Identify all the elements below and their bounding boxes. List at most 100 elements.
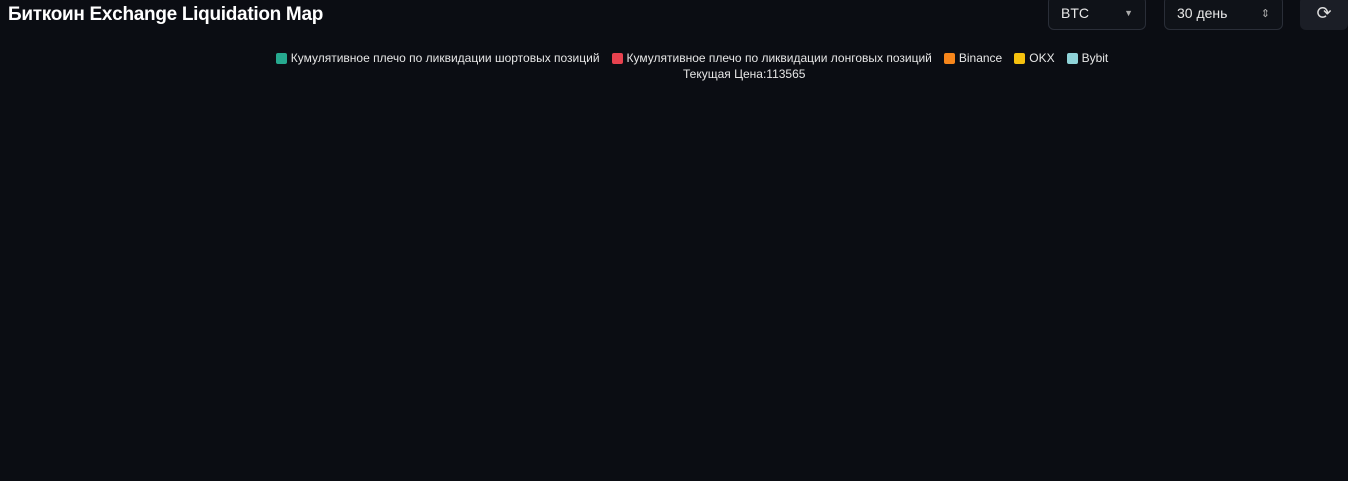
bar-binance <box>713 381 718 385</box>
bar-binance <box>806 362 811 385</box>
bar-binance <box>949 337 954 385</box>
bar-okx <box>795 351 800 360</box>
bar-binance <box>620 376 625 385</box>
bar-bybit <box>411 334 416 352</box>
bar-bybit <box>362 368 367 374</box>
bar-binance <box>768 315 773 385</box>
bar-bybit <box>153 382 158 384</box>
bar-binance <box>1196 383 1201 385</box>
bar-okx <box>203 376 207 379</box>
symbol-select[interactable]: BTC ▼ <box>1048 0 1146 30</box>
legend-item-okx[interactable]: OKX <box>1014 51 1055 65</box>
bar-bybit <box>1125 380 1130 383</box>
bar-okx <box>713 379 718 382</box>
bar-bybit <box>257 376 262 379</box>
bar-bybit <box>1053 381 1058 383</box>
bar-binance <box>164 383 169 385</box>
bar-binance <box>120 383 125 385</box>
bar-binance <box>1037 361 1042 385</box>
bar-binance <box>795 359 800 385</box>
bar-binance <box>729 381 734 385</box>
legend-label: Bybit <box>1081 51 1109 65</box>
bar-binance <box>998 370 1003 385</box>
bar-bybit <box>1256 379 1261 382</box>
bar-binance <box>109 381 114 385</box>
legend-item-long-cum[interactable]: Кумулятивное плечо по ликвидации лонговы… <box>611 51 932 65</box>
cumulative-long-line <box>98 112 733 386</box>
bar-okx <box>1086 381 1091 383</box>
bar-okx <box>1031 366 1036 372</box>
bar-okx <box>900 293 905 317</box>
bar-bybit <box>916 353 921 364</box>
bar-bybit <box>631 353 636 364</box>
bar-bybit <box>356 363 361 371</box>
bar-bybit <box>109 377 114 380</box>
bar-okx <box>965 344 970 355</box>
bar-bybit <box>422 370 427 376</box>
bar-bybit <box>729 377 734 380</box>
bar-bybit <box>883 222 888 277</box>
bar-bybit <box>971 339 976 355</box>
refresh-icon: ⟳ <box>1316 2 1332 23</box>
bar-bybit <box>1251 382 1256 384</box>
bar-binance <box>197 380 202 385</box>
bar-binance <box>1048 382 1053 385</box>
bar-okx <box>653 369 658 374</box>
bar-bybit <box>779 347 784 360</box>
bar-okx <box>729 379 734 382</box>
bar-binance <box>856 359 861 385</box>
bar-bybit <box>521 114 526 199</box>
bar-okx <box>609 270 614 300</box>
legend-item-short-cum[interactable]: Кумулятивное плечо по ликвидации шортовы… <box>275 51 600 65</box>
bar-bybit <box>911 266 915 306</box>
bar-okx <box>219 381 224 383</box>
bar-bybit <box>340 381 345 383</box>
bar-okx <box>987 372 992 376</box>
bar-binance <box>1042 376 1047 385</box>
bar-okx <box>400 377 405 380</box>
bar-bybit <box>384 365 389 372</box>
bar-okx <box>1185 382 1190 384</box>
bar-binance <box>987 375 992 385</box>
bar-okx <box>1108 381 1113 383</box>
bar-bybit <box>482 285 487 319</box>
x-tick-label: 106036 <box>408 393 445 405</box>
bar-binance <box>433 376 438 385</box>
y-right-tick-label: 12.00B <box>1290 108 1325 120</box>
bar-binance <box>900 316 905 385</box>
legend-item-binance[interactable]: Binance <box>943 51 1002 65</box>
bar-okx <box>208 381 213 383</box>
zoom-handle-right[interactable] <box>1276 428 1288 446</box>
bar-okx <box>461 382 465 383</box>
bar-bybit <box>296 374 301 379</box>
bar-binance <box>329 379 334 385</box>
refresh-button[interactable]: ⟳ <box>1300 0 1348 30</box>
bar-binance <box>395 381 400 385</box>
bar-bybit <box>998 356 1003 366</box>
bar-bybit <box>795 335 800 352</box>
bar-binance <box>98 383 103 385</box>
bar-okx <box>444 382 449 383</box>
bar-okx <box>949 320 954 338</box>
bar-binance <box>312 379 317 385</box>
bar-okx <box>823 300 828 323</box>
zoom-handle-left[interactable] <box>92 428 104 446</box>
bar-binance <box>943 353 948 385</box>
bar-bybit <box>872 259 877 301</box>
bar-okx <box>422 375 427 378</box>
bar-binance <box>1114 383 1119 385</box>
bar-bybit <box>1196 382 1201 384</box>
bar-binance <box>301 381 306 385</box>
bar-bybit <box>790 339 795 355</box>
bar-bybit <box>312 374 317 378</box>
period-select[interactable]: 30 день ⇕ <box>1164 0 1283 30</box>
bar-okx <box>1064 382 1069 383</box>
legend-item-bybit[interactable]: Bybit <box>1066 51 1109 65</box>
bar-binance <box>834 325 839 385</box>
zoom-slider-track <box>98 418 1278 465</box>
bar-binance <box>603 294 608 385</box>
bar-okx <box>1218 382 1223 384</box>
bar-bybit <box>768 245 773 292</box>
cumulative-short-line <box>736 127 1278 386</box>
bar-binance <box>960 349 965 385</box>
